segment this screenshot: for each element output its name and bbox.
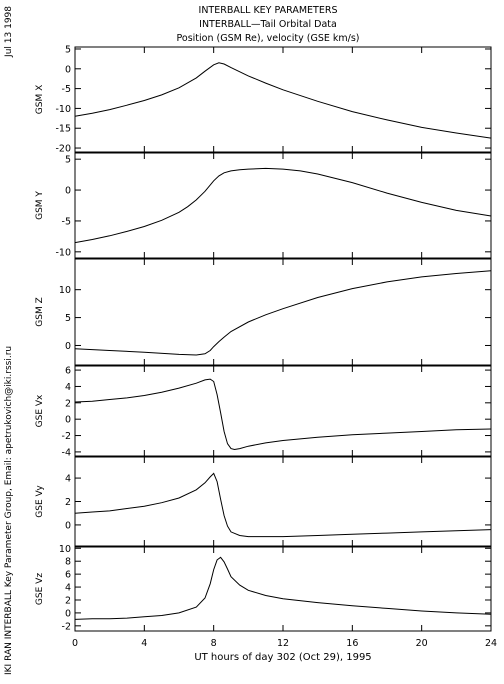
y-axis-label: GSE Vz [35, 573, 45, 605]
y-tick-label: 10 [59, 285, 71, 296]
y-tick-label: 8 [65, 557, 71, 568]
series-line [74, 378, 492, 451]
y-tick-label: 6 [65, 366, 71, 377]
y-tick-label: 0 [65, 64, 71, 75]
credit-text: IKI RAN INTERBALL Key Parameter Group, E… [4, 346, 14, 675]
series-line [74, 167, 492, 244]
x-tick-label: 24 [485, 638, 497, 649]
y-tick-label: 5 [65, 313, 71, 324]
x-tick-label: 4 [141, 638, 147, 649]
panel-4: 4 2 0 GSE Vy [35, 456, 492, 547]
y-tick-label: -20 [55, 144, 71, 155]
panel-1: 5 0 -5 -10 GSM Y [35, 152, 492, 259]
y-axis-label: GSM X [35, 85, 45, 114]
y-tick-label: -10 [55, 247, 71, 258]
y-tick-label: 2 [65, 595, 71, 606]
panel-0: 5 0 -5 -10 -15 -20 GSM X [35, 44, 492, 155]
y-axis-label: GSE Vx [35, 394, 45, 427]
series-line [74, 270, 492, 356]
y-axis-label: GSM Z [35, 297, 45, 326]
y-tick-label: -2 [62, 431, 71, 442]
x-tick-label: 12 [277, 638, 289, 649]
date-stamp: Jul 13 1998 [4, 6, 14, 58]
series-line [74, 472, 492, 538]
y-tick-label: -5 [62, 216, 71, 227]
y-tick-label: 2 [65, 398, 71, 409]
y-tick-label: 6 [65, 570, 71, 581]
title-line-3: Position (GSM Re), velocity (GSE km/s) [177, 33, 360, 44]
x-tick-label: 0 [72, 638, 78, 649]
y-tick-label: 0 [65, 608, 71, 619]
panel-frame [74, 46, 492, 153]
y-tick-label: -10 [55, 104, 71, 115]
y-tick-label: -15 [55, 124, 71, 135]
panel-3: 6 4 2 0 -2 -4 GSE Vx [35, 365, 492, 458]
x-tick-label: 8 [211, 638, 217, 649]
y-axis-label: GSM Y [35, 191, 45, 220]
y-tick-label: -5 [62, 84, 71, 95]
panel-frame [74, 365, 492, 457]
title-line-1: INTERBALL KEY PARAMETERS [199, 5, 338, 16]
series-line [74, 62, 492, 139]
y-tick-label: 0 [65, 341, 71, 352]
title-line-2: INTERBALL—Tail Orbital Data [199, 19, 337, 30]
y-tick-label: 10 [59, 544, 71, 555]
y-tick-label: 5 [65, 44, 71, 55]
y-tick-label: 4 [65, 583, 71, 594]
y-tick-label: 0 [65, 520, 71, 531]
panel-frame [74, 456, 492, 547]
y-tick-label: 4 [65, 474, 71, 485]
panel-5: 10 8 6 42 0 -2 GSE Vz [35, 544, 492, 632]
x-tick-label: 20 [416, 638, 428, 649]
y-tick-label: -2 [62, 621, 71, 632]
panel-frame [74, 258, 492, 366]
x-tick-label: 16 [346, 638, 358, 649]
y-tick-label: 0 [65, 186, 71, 197]
y-tick-label: 5 [65, 155, 71, 166]
y-tick-label: 2 [65, 497, 71, 508]
x-axis-label: UT hours of day 302 (Oct 29), 1995 [194, 652, 371, 663]
y-tick-label: -4 [62, 447, 71, 458]
series-line [74, 556, 492, 620]
y-axis-label: GSE Vy [35, 485, 45, 518]
panel-frame [74, 546, 492, 632]
y-tick-label: 0 [65, 415, 71, 426]
y-tick-label: 4 [65, 382, 71, 393]
panel-2: 10 5 0 GSM Z [35, 258, 492, 366]
